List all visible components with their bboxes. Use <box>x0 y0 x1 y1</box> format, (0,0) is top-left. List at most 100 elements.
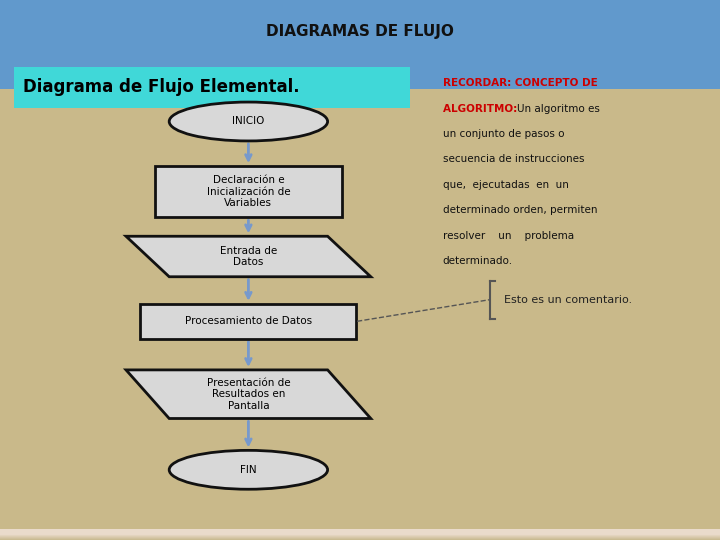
Bar <box>0 531 720 537</box>
Bar <box>0 532 720 538</box>
Text: secuencia de instrucciones: secuencia de instrucciones <box>443 154 585 165</box>
Bar <box>0 530 720 535</box>
Bar <box>0 534 720 539</box>
Bar <box>0 531 720 537</box>
Bar <box>0 533 720 539</box>
Bar <box>0 529 720 535</box>
Bar <box>0 530 720 536</box>
Bar <box>0 0 720 89</box>
Text: Entrada de
Datos: Entrada de Datos <box>220 246 277 267</box>
Bar <box>0 532 720 538</box>
Bar <box>0 532 720 537</box>
Bar <box>0 530 720 536</box>
Bar <box>0 529 720 535</box>
Bar <box>0 535 720 540</box>
Text: determinado orden, permiten: determinado orden, permiten <box>443 205 598 215</box>
Text: determinado.: determinado. <box>443 256 513 266</box>
Text: Procesamiento de Datos: Procesamiento de Datos <box>185 316 312 326</box>
Text: Presentación de
Resultados en
Pantalla: Presentación de Resultados en Pantalla <box>207 377 290 411</box>
Bar <box>0 532 720 538</box>
Bar <box>0 532 720 537</box>
Bar <box>0 530 720 535</box>
Text: un conjunto de pasos o: un conjunto de pasos o <box>443 129 564 139</box>
Bar <box>0 529 720 535</box>
Bar <box>0 532 720 538</box>
Text: FIN: FIN <box>240 465 257 475</box>
Polygon shape <box>126 237 371 276</box>
Bar <box>0 532 720 538</box>
Bar <box>140 303 356 339</box>
Bar <box>0 531 720 537</box>
Ellipse shape <box>169 102 328 141</box>
Bar <box>0 529 720 535</box>
Text: Declaración e
Inicialización de
Variables: Declaración e Inicialización de Variable… <box>207 175 290 208</box>
Bar <box>0 534 720 540</box>
Bar <box>0 530 720 536</box>
Bar <box>0 530 720 536</box>
Text: ALGORITMO:: ALGORITMO: <box>443 104 521 114</box>
Bar <box>0 534 720 539</box>
Bar <box>0 531 720 537</box>
Text: Esto es un comentario.: Esto es un comentario. <box>504 295 632 305</box>
Text: DIAGRAMAS DE FLUJO: DIAGRAMAS DE FLUJO <box>266 24 454 39</box>
Bar <box>0 531 720 536</box>
Bar <box>0 530 720 536</box>
Bar <box>0 532 720 538</box>
Bar <box>0 531 720 537</box>
Bar <box>0 89 720 540</box>
Bar <box>0 534 720 540</box>
Text: resolver    un    problema: resolver un problema <box>443 231 574 241</box>
Bar <box>0 529 720 535</box>
Bar <box>0 532 720 538</box>
Bar <box>0 529 720 535</box>
Bar <box>155 166 342 217</box>
Bar <box>0 532 720 538</box>
Bar <box>0 532 720 538</box>
Bar <box>0 533 720 538</box>
Bar <box>0 532 720 538</box>
Bar <box>0 530 720 535</box>
Bar <box>0 534 720 539</box>
Text: Diagrama de Flujo Elemental.: Diagrama de Flujo Elemental. <box>23 78 300 97</box>
Text: que,  ejecutadas  en  un: que, ejecutadas en un <box>443 180 569 190</box>
Bar <box>0 529 720 535</box>
Bar <box>0 530 720 536</box>
Bar <box>0 530 720 535</box>
Polygon shape <box>126 370 371 418</box>
Bar <box>0 533 720 538</box>
Text: RECORDAR: CONCEPTO DE: RECORDAR: CONCEPTO DE <box>443 78 598 89</box>
Bar <box>0 531 720 537</box>
Bar <box>0 530 720 536</box>
Bar <box>0 531 720 537</box>
Bar <box>0 534 720 540</box>
Bar <box>14 67 410 108</box>
Bar <box>0 530 720 536</box>
Bar <box>0 531 720 536</box>
Bar <box>0 534 720 539</box>
Bar <box>0 533 720 538</box>
Bar <box>0 529 720 535</box>
Bar <box>0 531 720 536</box>
Bar <box>0 534 720 539</box>
Bar <box>0 534 720 539</box>
Bar <box>0 530 720 536</box>
Bar <box>0 534 720 539</box>
Bar <box>0 532 720 537</box>
Bar <box>0 531 720 537</box>
Bar <box>0 532 720 538</box>
Text: INICIO: INICIO <box>233 117 264 126</box>
Bar <box>0 534 720 539</box>
Bar <box>0 532 720 537</box>
Bar <box>0 531 720 537</box>
Text: Un algoritmo es: Un algoritmo es <box>517 104 600 114</box>
Bar <box>0 530 720 536</box>
Bar <box>0 533 720 539</box>
Bar <box>0 531 720 536</box>
Bar <box>0 529 720 535</box>
Bar <box>0 534 720 539</box>
Bar <box>0 529 720 535</box>
Bar <box>0 534 720 539</box>
Bar <box>0 533 720 539</box>
Bar <box>0 534 720 539</box>
Bar <box>0 533 720 539</box>
